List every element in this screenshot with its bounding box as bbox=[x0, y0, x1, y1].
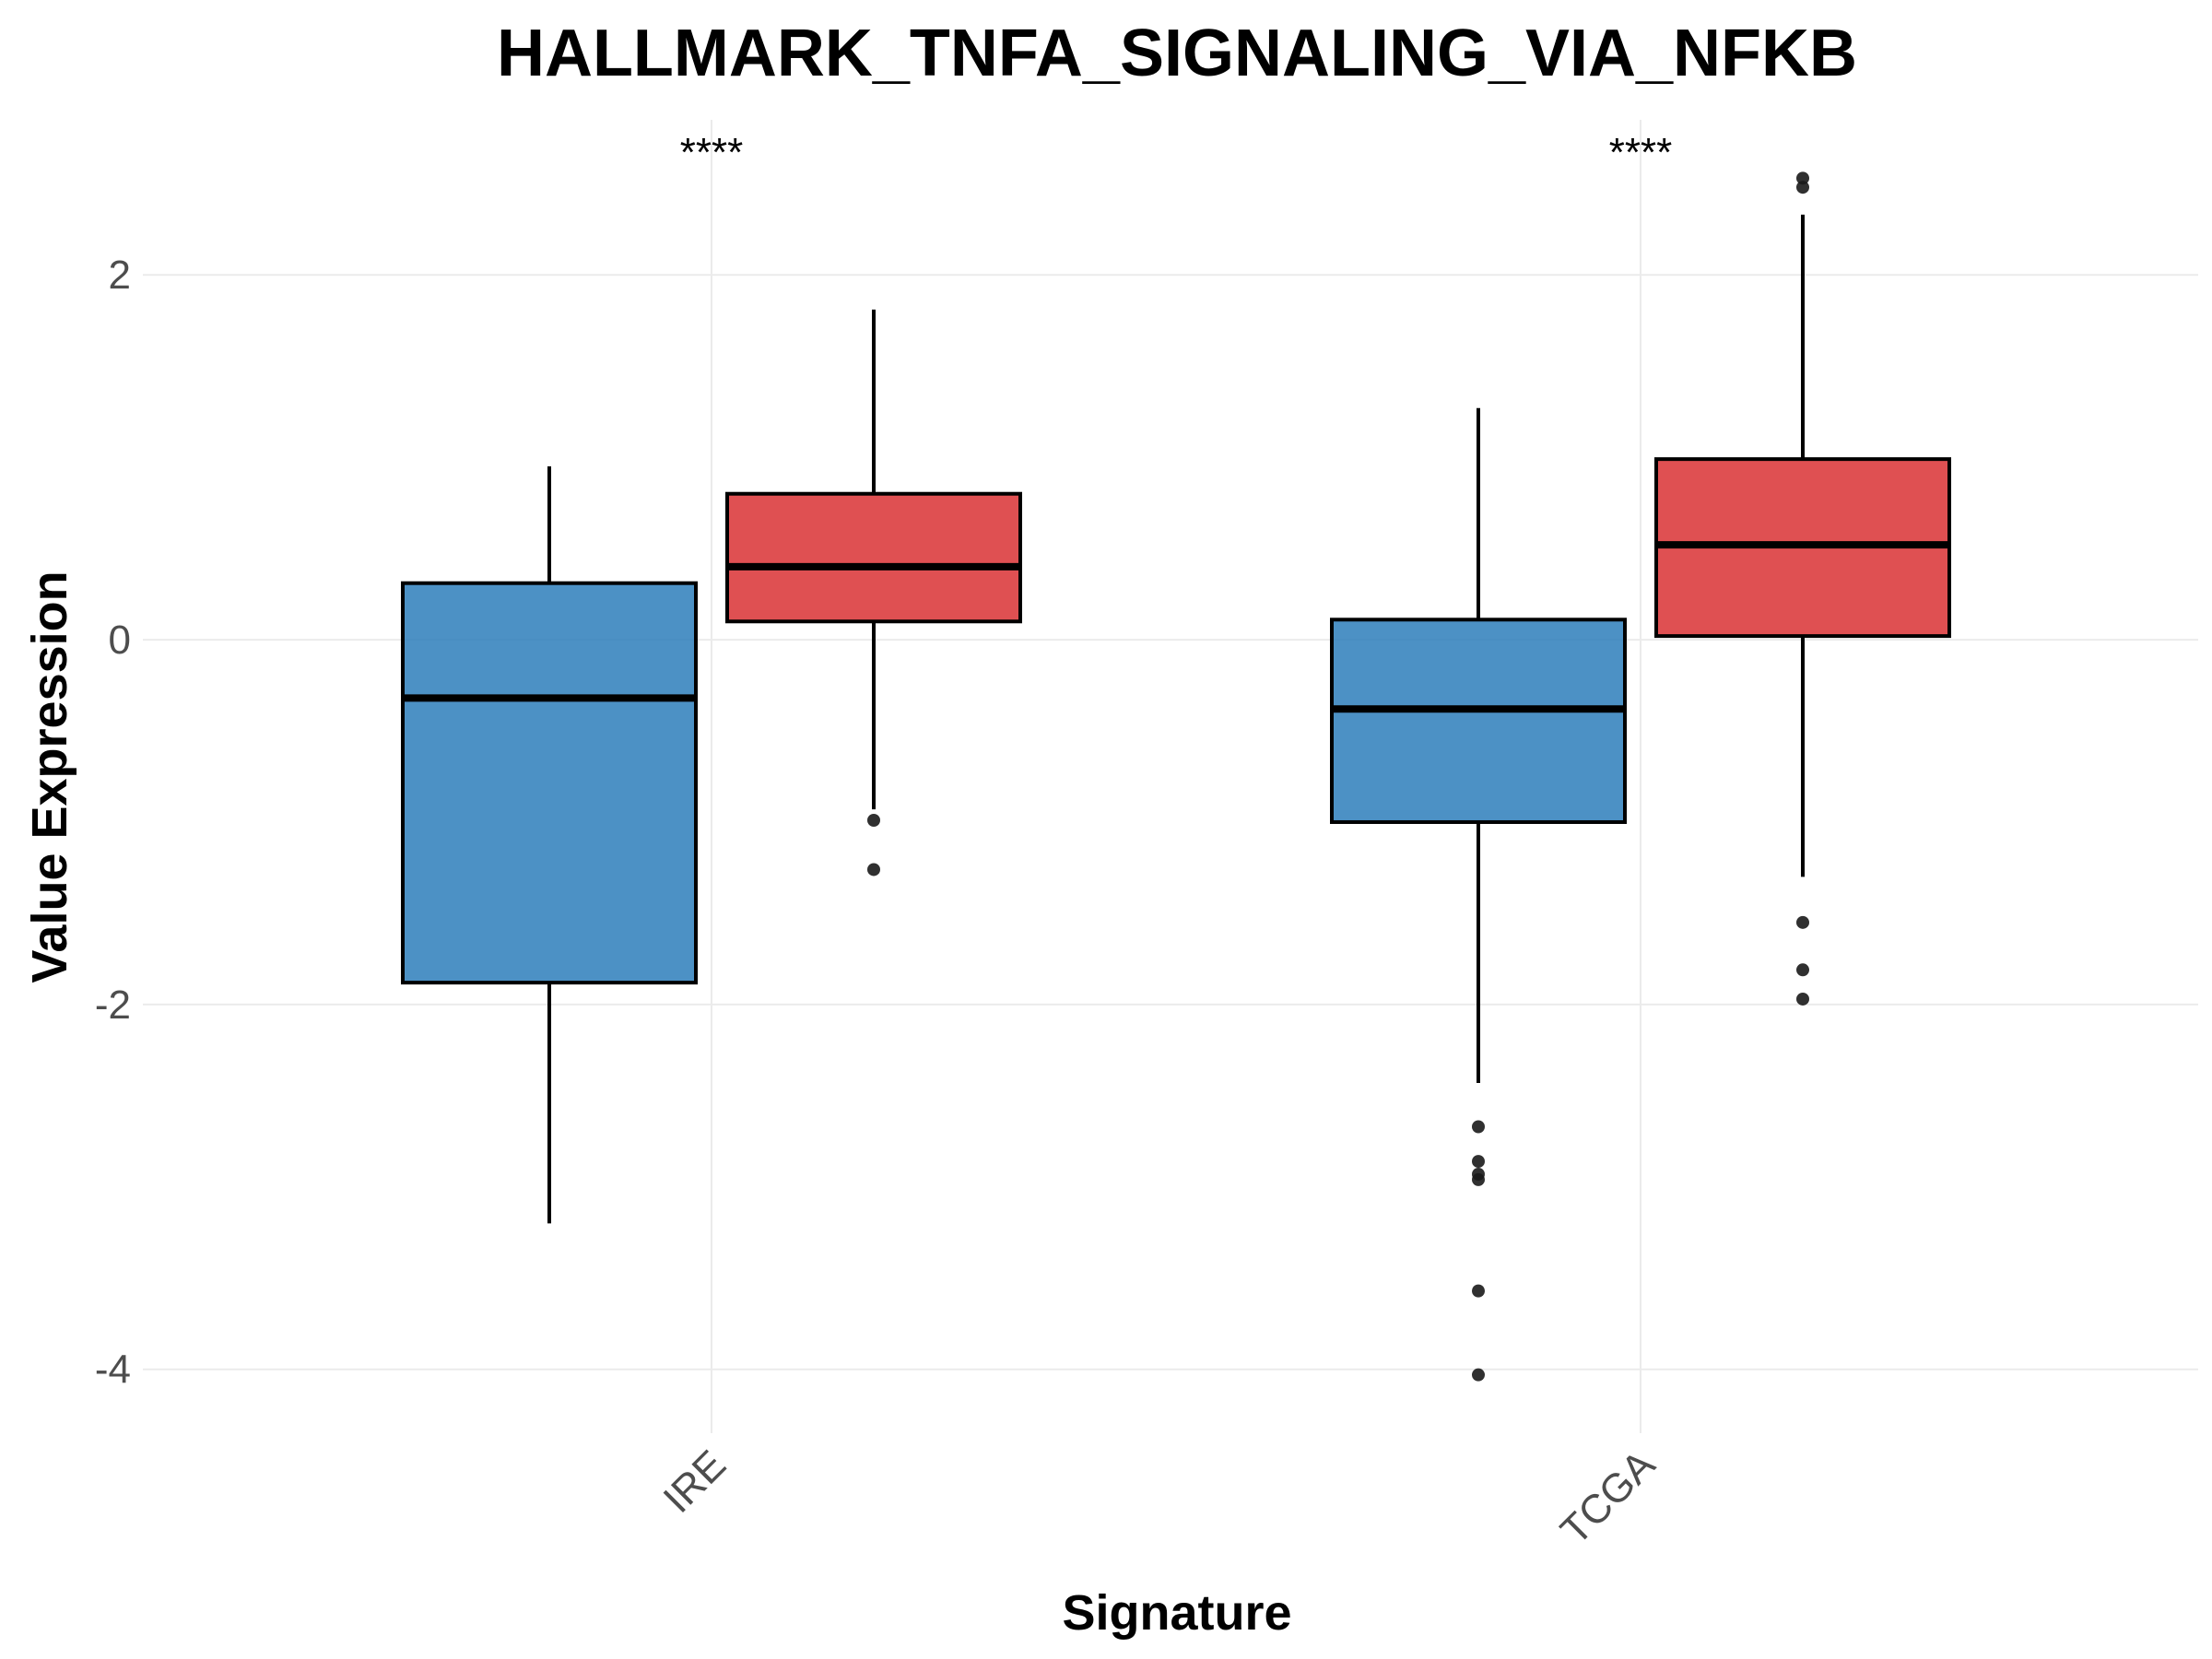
significance-labels: **** **** bbox=[680, 130, 1673, 175]
box-body bbox=[1330, 618, 1627, 824]
significance-label: **** bbox=[680, 130, 744, 175]
outlier-point bbox=[867, 863, 880, 877]
outlier-point bbox=[1796, 963, 1809, 977]
y-axis-title: Value Expression bbox=[22, 571, 77, 982]
box-ire-group-2 bbox=[725, 309, 1022, 877]
outlier-point bbox=[1796, 992, 1809, 1006]
boxes bbox=[401, 171, 1951, 1382]
y-tick-label: 2 bbox=[109, 253, 131, 298]
chart-title: HALLMARK_TNFA_SIGNALING_VIA_NFKB bbox=[497, 17, 1857, 90]
box-ire-group-1 bbox=[401, 466, 698, 1224]
box-body bbox=[401, 581, 698, 985]
y-tick-label: -2 bbox=[95, 982, 131, 1028]
y-tick-label: -4 bbox=[95, 1347, 131, 1393]
x-axis-title: Signature bbox=[1062, 1585, 1291, 1641]
y-tick-label: 0 bbox=[109, 618, 131, 663]
outlier-point bbox=[1472, 1368, 1485, 1382]
x-tick-label: IRE bbox=[655, 1441, 735, 1522]
outlier-point bbox=[1472, 1172, 1485, 1186]
y-axis-ticks: 2 0 -2 -4 bbox=[95, 253, 131, 1393]
outlier-point bbox=[1796, 181, 1809, 194]
outlier-point bbox=[1796, 171, 1809, 185]
outlier-point bbox=[867, 814, 880, 827]
box-tcga-group-2 bbox=[1654, 171, 1951, 1006]
x-tick-label: TCGA bbox=[1552, 1441, 1665, 1554]
outlier-point bbox=[1472, 1120, 1485, 1134]
significance-label: **** bbox=[1609, 130, 1673, 175]
outlier-point bbox=[1472, 1155, 1485, 1169]
box-body bbox=[725, 491, 1022, 624]
box-tcga-group-1 bbox=[1330, 407, 1627, 1382]
outlier-point bbox=[1796, 915, 1809, 929]
outlier-point bbox=[1472, 1284, 1485, 1298]
x-axis-ticks: IRE TCGA bbox=[655, 1441, 1665, 1554]
